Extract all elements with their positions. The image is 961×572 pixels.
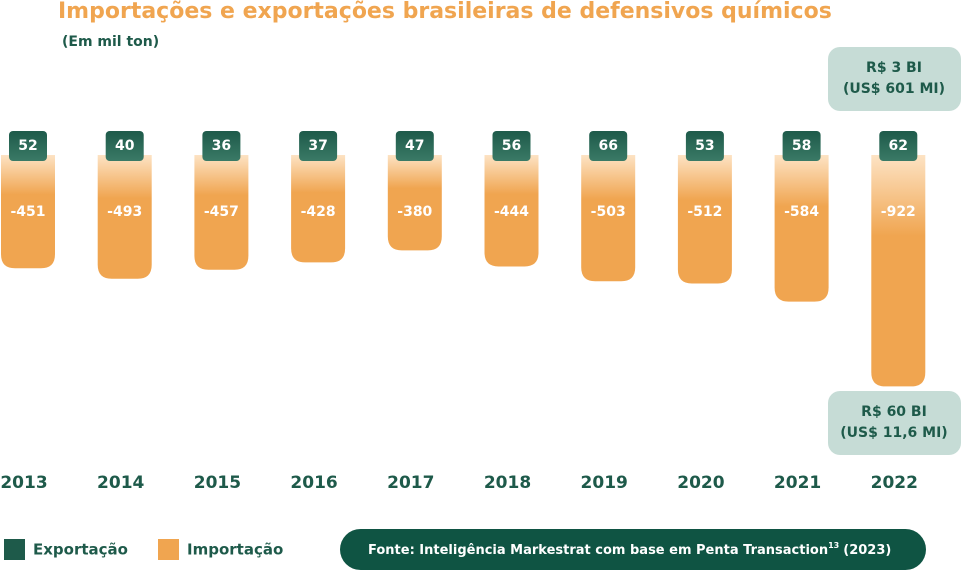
x-tick-label: 2021 — [774, 473, 821, 493]
import-value-label: -512 — [687, 204, 722, 220]
x-tick-label: 2016 — [290, 473, 337, 493]
export-badge — [879, 131, 918, 161]
x-tick-label: 2022 — [871, 473, 918, 493]
import-bar — [387, 155, 442, 251]
export-badge — [782, 131, 821, 161]
export-value-label: 53 — [695, 138, 714, 154]
import-bar — [1, 155, 55, 269]
x-tick-label: 2013 — [0, 473, 47, 493]
export-badge — [105, 131, 144, 161]
export-badge — [9, 131, 47, 161]
import-value-label: -444 — [494, 204, 529, 220]
import-bar — [581, 155, 636, 282]
annotation-text: (US$ 601 MI) — [843, 81, 945, 97]
export-value-label: 47 — [405, 138, 424, 154]
export-value-label: 36 — [212, 138, 231, 154]
source-year: (2023) — [843, 543, 891, 558]
annotation-text: (US$ 11,6 MI) — [840, 425, 947, 441]
x-tick-label: 2019 — [581, 473, 628, 493]
export-badge — [299, 131, 338, 161]
import-bar — [871, 155, 926, 387]
export-value-label: 58 — [792, 138, 811, 154]
export-badge — [395, 131, 434, 161]
import-bar — [484, 155, 539, 267]
export-value-label: 52 — [18, 138, 37, 154]
export-value-label: 40 — [115, 138, 135, 154]
legend-label: Exportação — [33, 541, 128, 559]
export-badge — [589, 131, 628, 161]
annotation-box — [828, 391, 961, 455]
import-bar — [194, 155, 249, 270]
x-tick-label: 2014 — [97, 473, 144, 493]
x-tick-label: 2020 — [677, 473, 724, 493]
x-tick-label: 2017 — [387, 473, 434, 493]
legend-swatch — [158, 539, 179, 560]
import-bar — [97, 155, 152, 279]
legend-swatch — [4, 539, 25, 560]
export-badge — [202, 131, 241, 161]
import-value-label: -428 — [301, 204, 336, 220]
chart-subtitle: (Em mil ton) — [62, 34, 159, 50]
import-value-label: -451 — [10, 204, 45, 220]
import-bar — [774, 155, 829, 302]
import-bar — [291, 155, 346, 263]
import-value-label: -457 — [204, 204, 239, 220]
export-value-label: 66 — [598, 138, 617, 154]
source: Fonte: Inteligência Markestrat com base … — [368, 541, 891, 558]
legend-label: Importação — [187, 541, 283, 559]
source-pill — [340, 529, 926, 570]
source-text: Fonte: Inteligência Markestrat com base … — [368, 543, 828, 558]
export-badge — [685, 131, 724, 161]
import-value-label: -922 — [881, 204, 916, 220]
import-value-label: -380 — [397, 204, 432, 220]
annotation-text: R$ 60 BI — [861, 404, 927, 420]
x-tick-label: 2015 — [194, 473, 241, 493]
import-value-label: -584 — [784, 204, 819, 220]
export-value-label: 56 — [502, 138, 521, 154]
import-bar — [677, 155, 732, 284]
import-value-label: -493 — [107, 204, 142, 220]
export-value-label: 62 — [889, 138, 908, 154]
source-superscript: 13 — [828, 541, 839, 550]
x-tick-label: 2018 — [484, 473, 531, 493]
export-badge — [492, 131, 531, 161]
annotation-box — [828, 47, 961, 111]
annotation-text: R$ 3 BI — [866, 60, 922, 76]
chart-title: Importações e exportações brasileiras de… — [58, 0, 832, 24]
import-value-label: -503 — [591, 204, 626, 220]
export-value-label: 37 — [308, 138, 327, 154]
